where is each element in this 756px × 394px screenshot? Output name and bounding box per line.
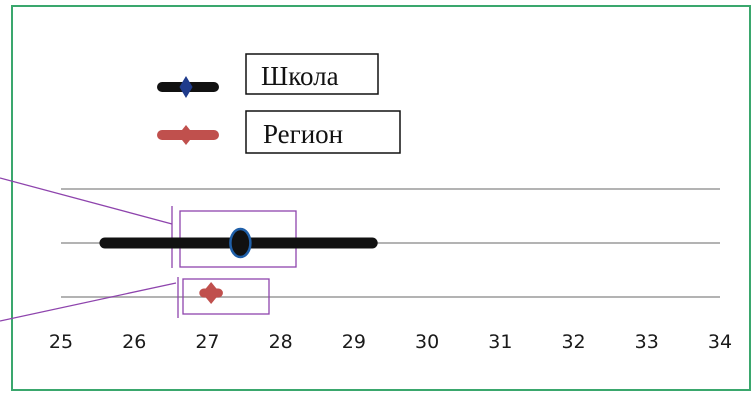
x-tick-label-26: 26 — [122, 331, 146, 353]
annotation-box-lower — [182, 278, 270, 315]
x-tick-label-25: 25 — [49, 331, 73, 353]
legend-marker-region — [178, 125, 194, 145]
legend: Школа Регион — [157, 53, 401, 154]
x-tick-label-30: 30 — [415, 331, 439, 353]
x-tick-label-31: 31 — [488, 331, 512, 353]
x-tick-label-28: 28 — [269, 331, 293, 353]
legend-box-region — [245, 110, 401, 154]
x-tick-label-34: 34 — [708, 331, 732, 353]
x-tick-label-27: 27 — [195, 331, 219, 353]
legend-box-school — [245, 53, 379, 95]
x-tick-label-29: 29 — [342, 331, 366, 353]
chart-frame — [11, 5, 751, 391]
legend-label-school: Школа — [261, 61, 339, 91]
annotation-line-lower — [0, 282, 177, 322]
legend-label-region: Регион — [263, 119, 343, 149]
x-axis-ticks: 25 26 27 28 29 30 31 32 33 34 — [49, 331, 732, 353]
x-tick-label-33: 33 — [635, 331, 659, 353]
annotation-line-upper — [0, 177, 173, 225]
legend-marker-school — [179, 76, 193, 98]
x-tick-label-32: 32 — [561, 331, 585, 353]
series-school-point — [229, 227, 252, 259]
series-region-point — [202, 282, 221, 304]
series-layer — [99, 227, 378, 304]
